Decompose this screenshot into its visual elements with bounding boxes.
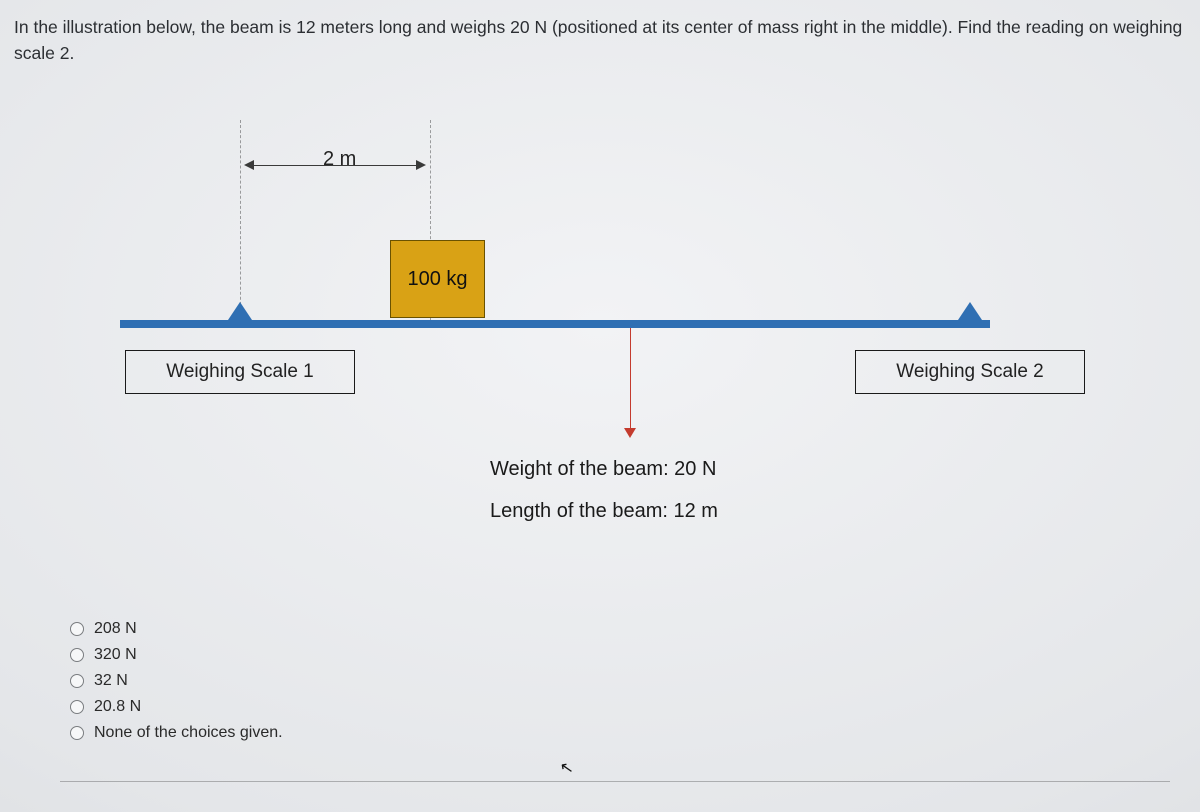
answer-option[interactable]: 20.8 N bbox=[70, 698, 470, 716]
support-triangle-1 bbox=[228, 302, 252, 320]
center-of-mass-arrow-head-icon bbox=[624, 428, 636, 438]
arrow-right-icon bbox=[416, 160, 426, 170]
support-triangle-2 bbox=[958, 302, 982, 320]
scale-2-label: Weighing Scale 2 bbox=[855, 350, 1085, 394]
divider bbox=[60, 781, 1170, 782]
answer-options: 208 N 320 N 32 N 20.8 N None of the choi… bbox=[70, 620, 470, 750]
beam-length-text: Length of the beam: 12 m bbox=[490, 500, 718, 523]
option-label: 320 N bbox=[94, 646, 137, 664]
beam-weight-text: Weight of the beam: 20 N bbox=[490, 458, 716, 481]
mass-block: 100 kg bbox=[390, 240, 485, 318]
answer-option[interactable]: 32 N bbox=[70, 672, 470, 690]
option-label: 208 N bbox=[94, 620, 137, 638]
answer-option[interactable]: 208 N bbox=[70, 620, 470, 638]
radio-icon[interactable] bbox=[70, 700, 84, 714]
beam bbox=[120, 320, 990, 328]
radio-icon[interactable] bbox=[70, 726, 84, 740]
radio-icon[interactable] bbox=[70, 622, 84, 636]
answer-option[interactable]: 320 N bbox=[70, 646, 470, 664]
option-label: 32 N bbox=[94, 672, 128, 690]
guide-line-left bbox=[240, 120, 241, 320]
radio-icon[interactable] bbox=[70, 648, 84, 662]
cursor-icon: ↖ bbox=[558, 757, 575, 779]
question-text: In the illustration below, the beam is 1… bbox=[14, 14, 1186, 67]
beam-diagram: 2 m 100 kg Weighing Scale 1 Weighing Sca… bbox=[120, 110, 1120, 540]
option-label: None of the choices given. bbox=[94, 724, 283, 742]
arrow-left-icon bbox=[244, 160, 254, 170]
radio-icon[interactable] bbox=[70, 674, 84, 688]
answer-option[interactable]: None of the choices given. bbox=[70, 724, 470, 742]
scale-1-label: Weighing Scale 1 bbox=[125, 350, 355, 394]
option-label: 20.8 N bbox=[94, 698, 141, 716]
dimension-label: 2 m bbox=[317, 148, 362, 171]
center-of-mass-arrow-line bbox=[630, 328, 631, 428]
